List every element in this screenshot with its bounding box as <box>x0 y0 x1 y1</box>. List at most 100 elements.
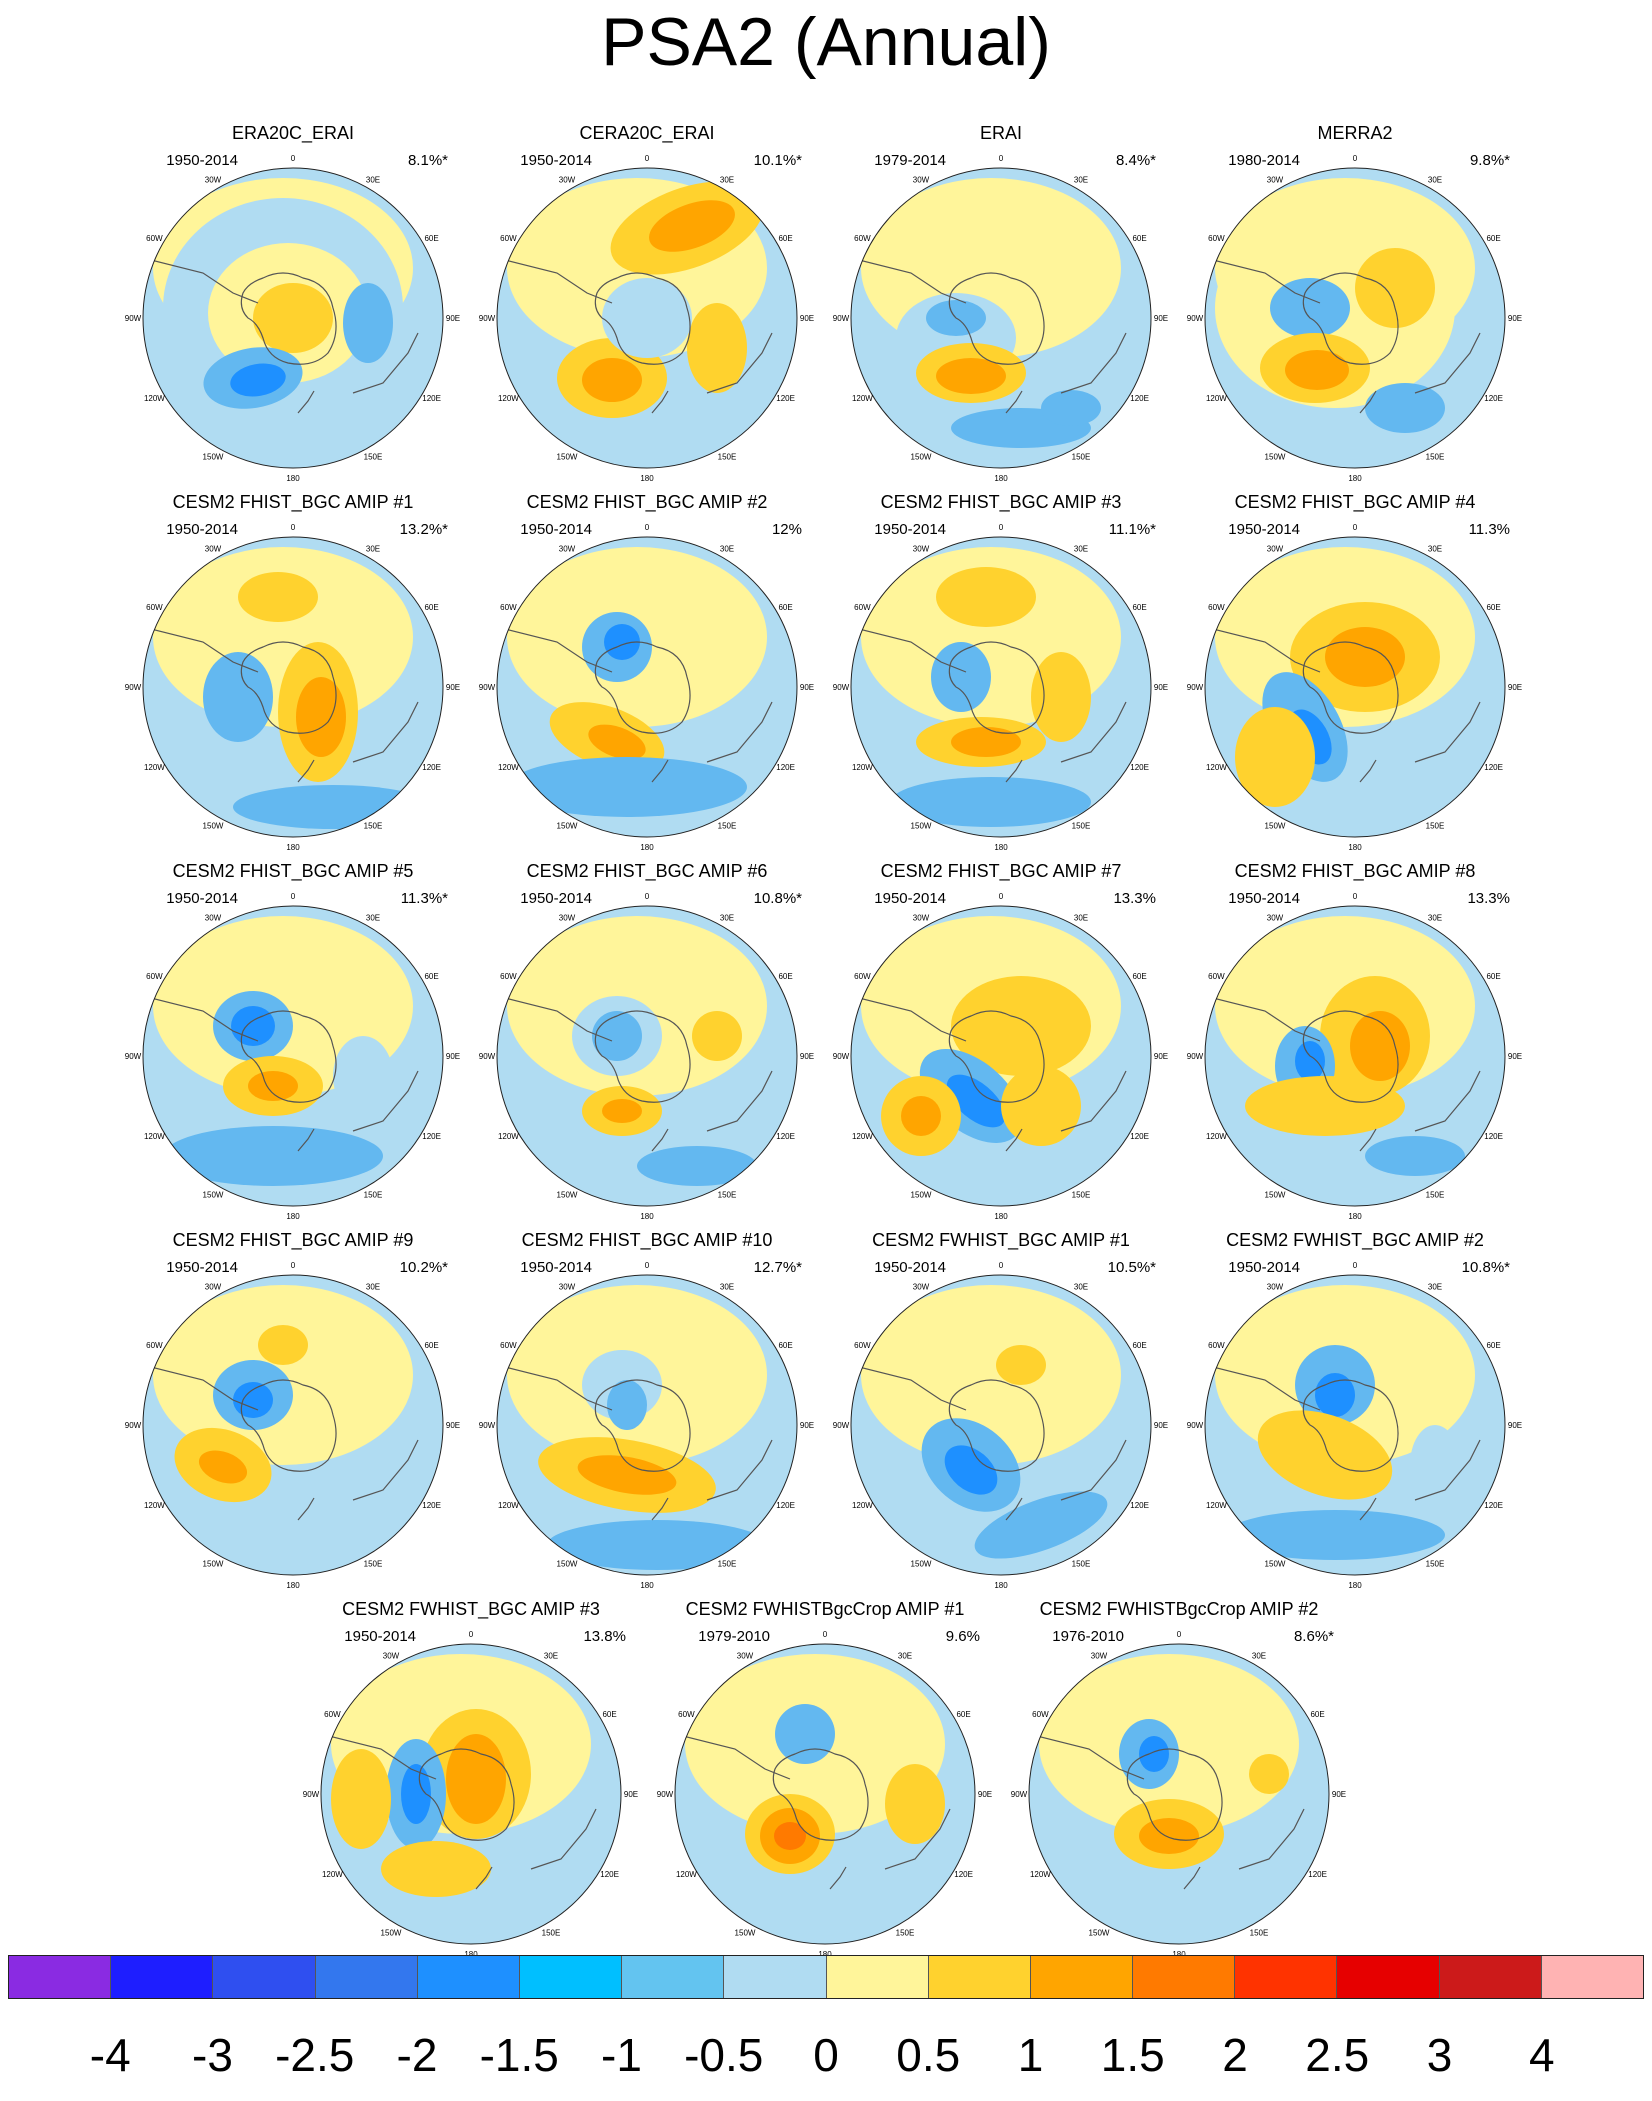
longitude-label: 60W <box>146 603 163 612</box>
colorbar-swatch <box>928 1956 1031 1998</box>
panel-period: 1950-2014 <box>166 152 238 169</box>
longitude-label: 180 <box>994 1212 1008 1220</box>
longitude-label: 150E <box>1426 822 1445 831</box>
map-boundary <box>1204 1274 1506 1576</box>
longitude-label: 150E <box>542 1929 561 1938</box>
longitude-label: 150W <box>557 453 578 462</box>
south-america-coastline <box>1205 626 1321 673</box>
longitude-label: 120E <box>1484 1501 1503 1510</box>
anomaly-region <box>1245 1076 1405 1136</box>
longitude-label: 30W <box>1091 1651 1108 1660</box>
longitude-label: 180 <box>464 1950 478 1958</box>
longitude-label: 60E <box>1486 972 1500 981</box>
anomaly-region <box>582 358 642 402</box>
longitude-label: 150E <box>1072 822 1091 831</box>
longitude-label: 60W <box>500 234 517 243</box>
polar-map: 0 30E 60E 90E 120E 150E 180 150W 120W 90W 60W 30W <box>125 523 460 851</box>
longitude-label: 0 <box>291 1261 296 1270</box>
anomaly-region <box>446 1734 506 1824</box>
longitude-label: 120E <box>776 763 795 772</box>
longitude-label: 150W <box>1265 1560 1286 1569</box>
anomaly-region <box>203 652 273 742</box>
map-panel: ERA20C_ERAI 1950-2014 8.1%* 0 30E 60E 90E 120E 1… <box>118 122 468 482</box>
anomaly-region <box>1257 1410 1393 1500</box>
longitude-label: 30E <box>366 544 380 553</box>
longitude-label: 180 <box>1348 474 1362 482</box>
panel-title: ERAI <box>979 123 1022 143</box>
longitude-label: 90W <box>1187 314 1204 323</box>
longitude-label: 180 <box>286 1581 300 1589</box>
anomaly-region <box>230 363 286 397</box>
antarctica-coastline <box>1126 1748 1223 1841</box>
colorbar-swatch <box>1235 1956 1338 1998</box>
longitude-label: 0 <box>291 892 296 901</box>
south-america-coastline <box>851 257 967 304</box>
longitude-label: 30E <box>1074 175 1088 184</box>
longitude-label: 150W <box>557 822 578 831</box>
longitude-label: 180 <box>1172 1950 1186 1958</box>
longitude-label: 90W <box>125 683 142 692</box>
longitude-label: 180 <box>994 843 1008 851</box>
longitude-label: 120W <box>852 763 873 772</box>
anomaly-region <box>1295 1041 1325 1081</box>
longitude-label: 150W <box>203 1191 224 1200</box>
longitude-label: 90W <box>479 1052 496 1061</box>
longitude-label: 0 <box>999 523 1004 532</box>
panel-variance-pct: 8.1%* <box>407 152 448 169</box>
longitude-label: 30W <box>1267 175 1284 184</box>
antarctica-coastline <box>594 1010 691 1103</box>
longitude-label: 120W <box>1206 394 1227 403</box>
panel-variance-pct: 10.2%* <box>399 1259 448 1276</box>
longitude-label: 120W <box>852 1501 873 1510</box>
panel-variance-pct: 8.4%* <box>1115 152 1156 169</box>
longitude-label: 90E <box>800 1052 814 1061</box>
longitude-label: 30E <box>1428 1282 1442 1291</box>
longitude-label: 30W <box>913 913 930 922</box>
panel-period: 1950-2014 <box>874 890 946 907</box>
colorbar-tick-label: -4 <box>89 2029 131 2081</box>
anomaly-region <box>607 1380 647 1430</box>
antarctica-coastline <box>594 272 691 365</box>
anomaly-region <box>687 303 747 393</box>
anomaly-region <box>577 1455 677 1495</box>
longitude-label: 90E <box>1332 1790 1346 1799</box>
longitude-label: 60E <box>1132 234 1146 243</box>
colorbar-tick-label: 2 <box>1222 2029 1248 2081</box>
longitude-label: 90E <box>1508 1052 1522 1061</box>
longitude-label: 180 <box>1348 843 1362 851</box>
australia-nz-coastline <box>1005 701 1127 783</box>
longitude-label: 0 <box>999 892 1004 901</box>
anomaly-region <box>588 724 646 760</box>
colorbar-tick-label: 0.5 <box>896 2029 961 2081</box>
south-america-coastline <box>497 995 613 1042</box>
map-boundary <box>496 905 798 1207</box>
longitude-label: 30E <box>1252 1651 1266 1660</box>
map-boundary <box>850 536 1152 838</box>
longitude-label: 60W <box>1208 972 1225 981</box>
longitude-label: 90E <box>800 314 814 323</box>
colorbar-tick-label: 2.5 <box>1305 2029 1370 2081</box>
map-panel: CESM2 FHIST_BGC AMIP #10 1950-2014 12.7%* 0… <box>472 1229 822 1589</box>
longitude-label: 60E <box>956 1710 970 1719</box>
anomaly-region <box>649 200 735 252</box>
australia-nz-coastline <box>475 1808 597 1890</box>
antarctica-coastline <box>240 272 337 365</box>
longitude-label: 90W <box>833 314 850 323</box>
longitude-label: 150W <box>203 1560 224 1569</box>
longitude-label: 0 <box>469 1630 474 1639</box>
panel-title: CESM2 FHIST_BGC AMIP #5 <box>172 861 414 881</box>
longitude-label: 150W <box>557 1560 578 1569</box>
panel-period: 1950-2014 <box>874 1259 946 1276</box>
longitude-label: 0 <box>1353 1261 1358 1270</box>
australia-nz-coastline <box>1183 1808 1305 1890</box>
south-america-coastline <box>143 257 259 304</box>
panel-variance-pct: 9.8%* <box>1469 152 1510 169</box>
colorbar-swatch <box>9 1956 112 1998</box>
panel-variance-pct: 13.8% <box>583 1628 626 1645</box>
map-panel: ERAI 1979-2014 8.4%* 0 30E 60E 90E 120E 150E 180 1… <box>826 122 1176 482</box>
anomaly-region <box>637 1146 757 1186</box>
longitude-label: 30E <box>1428 913 1442 922</box>
longitude-label: 30E <box>898 1651 912 1660</box>
panel-period: 1950-2014 <box>520 890 592 907</box>
polar-map: 0 30E 60E 90E 120E 150E 180 150W 120W 90W 60W 30W <box>479 523 814 851</box>
